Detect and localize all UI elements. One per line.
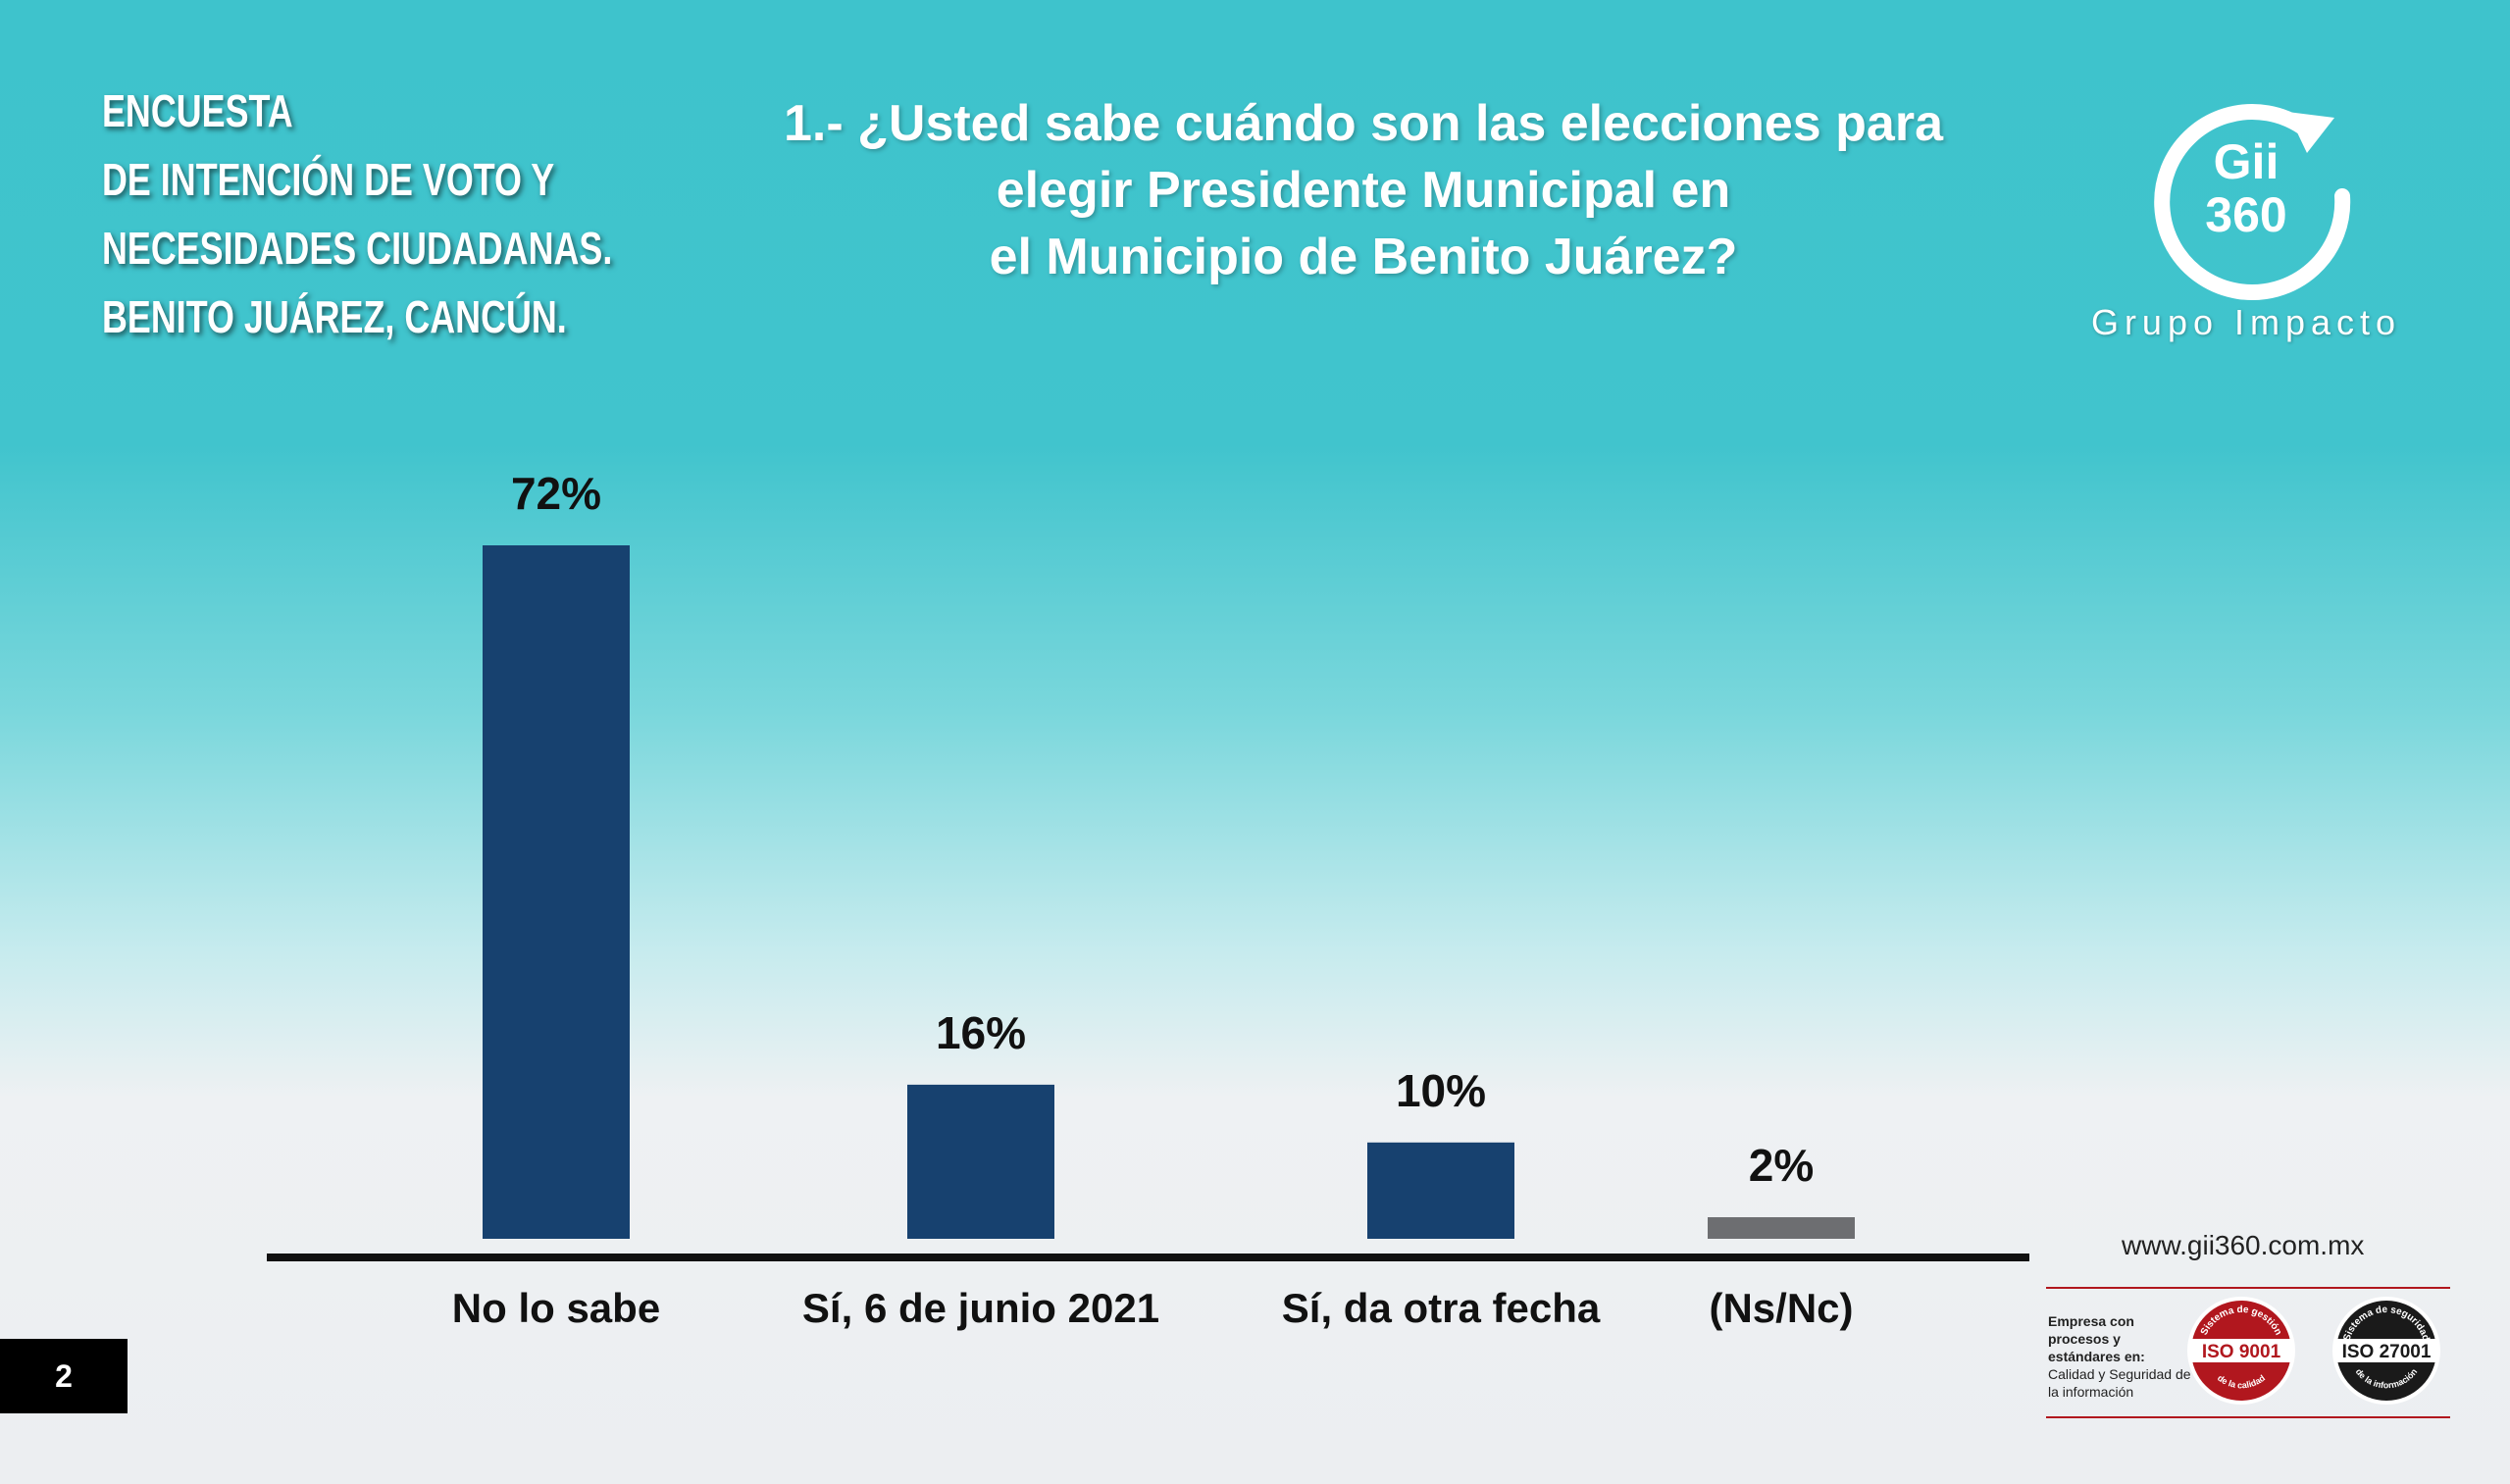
certification-rest: Calidad y Seguridad de la información: [2048, 1366, 2191, 1400]
bar-2: [1367, 1142, 1514, 1239]
value-label: 72%: [510, 468, 602, 519]
certification-text: Empresa con procesos y estándares en: Ca…: [2048, 1312, 2195, 1401]
question-line: elegir Presidente Municipal en: [996, 162, 1731, 219]
logo-circle-arrow-icon: [2154, 104, 2351, 301]
survey-heading-line: DE INTENCIÓN DE VOTO Y: [102, 154, 555, 205]
bar-0: [483, 545, 630, 1239]
website-text: www.gii360.com.mx: [2122, 1230, 2365, 1260]
question-line: el Municipio de Benito Juárez?: [989, 229, 1738, 285]
survey-heading-line: ENCUESTA: [102, 85, 293, 136]
category-label: No lo sabe: [451, 1285, 661, 1331]
gii360-logo: Gii 360: [2154, 104, 2351, 301]
badge-label: ISO 9001: [2202, 1342, 2281, 1362]
value-label: 10%: [1395, 1064, 1487, 1116]
survey-heading-line: NECESIDADES CIUDADANAS.: [102, 223, 613, 274]
iso-9001-badge: Sistema de gestión ISO 9001 de la calida…: [2187, 1297, 2295, 1405]
value-label: 2%: [1748, 1140, 1815, 1191]
category-label: Sí, 6 de junio 2021: [801, 1285, 1160, 1331]
iso-27001-badge: Sistema de seguridad ISO 27001 de la inf…: [2332, 1297, 2440, 1405]
survey-heading-line: BENITO JUÁREZ, CANCÚN.: [102, 291, 567, 342]
logo-mark-line1: Gii: [2214, 134, 2279, 189]
badge-label: ISO 27001: [2342, 1342, 2432, 1362]
category-label: Sí, da otra fecha: [1281, 1285, 1601, 1331]
question-title: 1.- ¿Usted sabe cuándo son las eleccione…: [677, 90, 2050, 290]
logo-mark-line2: 360: [2205, 187, 2286, 242]
certification-strong: Empresa con procesos y estándares en:: [2048, 1313, 2145, 1364]
value-label: 16%: [935, 1006, 1027, 1058]
category-label: (Ns/Nc): [1709, 1285, 1854, 1331]
logo-company-name: Grupo Impacto: [2090, 302, 2402, 342]
question-line: 1.- ¿Usted sabe cuándo son las eleccione…: [784, 95, 1943, 152]
bar-1: [907, 1084, 1054, 1239]
survey-heading: ENCUESTA DE INTENCIÓN DE VOTO Y NECESIDA…: [102, 77, 612, 351]
page-number: 2: [0, 1339, 128, 1413]
logo-arrowhead-icon: [2287, 112, 2334, 153]
x-axis-line: [267, 1254, 2029, 1261]
bar-3: [1708, 1217, 1855, 1239]
certification-box: [2046, 1287, 2450, 1418]
